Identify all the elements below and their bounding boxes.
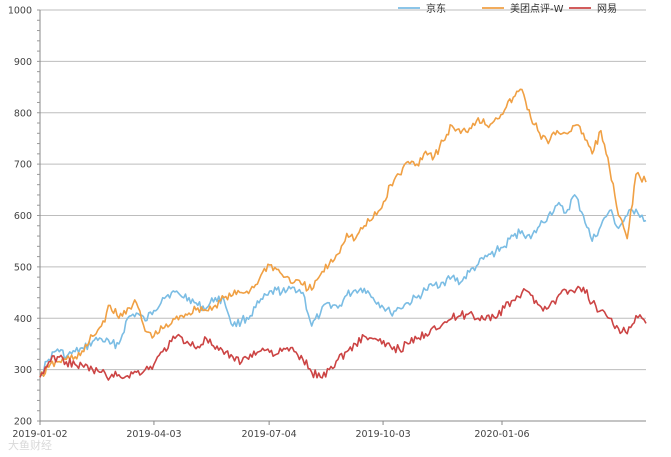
- y-tick-label: 1000: [8, 6, 32, 17]
- series-line-1: [39, 88, 647, 378]
- y-tick-label: 700: [14, 160, 32, 171]
- legend: 京东 美团点评-W 网易: [398, 2, 617, 15]
- y-tick-label: 900: [14, 57, 32, 68]
- y-tick-label: 400: [14, 314, 32, 325]
- y-tick-label: 600: [14, 211, 32, 222]
- x-tick-label: 2019-01-02: [12, 429, 67, 440]
- watermark-text: 大鱼财经: [8, 438, 52, 452]
- y-tick-label: 200: [14, 417, 32, 428]
- legend-label-2: 网易: [597, 3, 617, 15]
- series-line-0: [39, 194, 647, 376]
- axes: 200 300 400 500 600 700 800 900 1000 2019-01-02 20…: [8, 6, 646, 440]
- y-tick-label: 500: [14, 262, 32, 273]
- x-tick-label: 2020-01-06: [474, 429, 529, 440]
- legend-label-0: 京东: [426, 2, 446, 15]
- x-tick-label: 2019-10-03: [355, 429, 410, 440]
- legend-label-1: 美团点评-W: [510, 2, 564, 15]
- series-line-2: [39, 285, 647, 381]
- y-tick-label: 300: [14, 365, 32, 376]
- watermark: 大鱼财经: [8, 438, 52, 452]
- x-tick-label: 2019-04-03: [126, 429, 181, 440]
- x-tick-label: 2019-07-04: [242, 429, 297, 440]
- y-tick-label: 800: [14, 108, 32, 119]
- series-lines: [39, 88, 647, 381]
